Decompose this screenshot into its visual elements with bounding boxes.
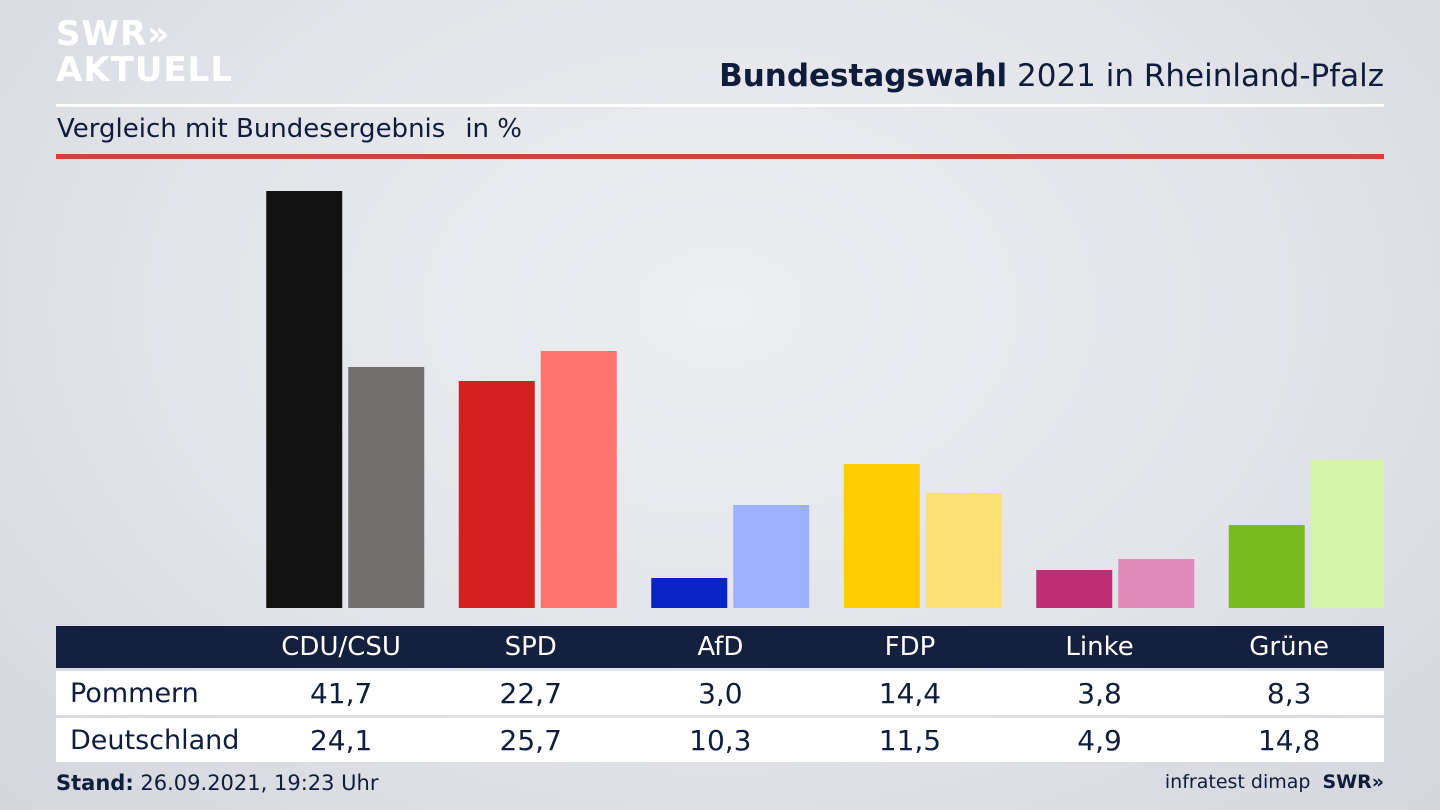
value-cell: 25,7	[499, 723, 562, 757]
row-label-deutschland: Deutschland	[70, 724, 240, 756]
header-spd: SPD	[504, 632, 557, 662]
source-text: infratest dimap	[1164, 771, 1311, 793]
subtitle-text: Vergleich mit Bundesergebnis	[57, 114, 446, 144]
logo-line2: AKTUELL	[56, 50, 234, 90]
value-cell: 4,9	[1077, 723, 1122, 757]
value-cell: 14,8	[1257, 723, 1321, 757]
bar-fdp-pommern	[843, 464, 920, 608]
results-table: CDU/CSU SPD AfD FDP Linke Grüne Pommern …	[56, 626, 1384, 762]
chart-subtitle: Vergleich mit Bundesergebnis in %	[57, 114, 522, 144]
row-label-pommern: Pommern	[70, 677, 199, 709]
header-cdu-csu: CDU/CSU	[281, 632, 401, 662]
header-linke: Linke	[1065, 632, 1134, 662]
page-title: Bundestagswahl 2021 in Rheinland-Pfalz	[719, 58, 1384, 94]
bar-gr-ne-deutschland	[1310, 460, 1384, 608]
title-rest: 2021 in Rheinland-Pfalz	[1007, 58, 1384, 94]
accent-divider	[56, 154, 1384, 159]
header-divider	[56, 104, 1384, 107]
value-cell: 10,3	[689, 723, 752, 757]
table-row: Deutschland 24,1 25,7 10,3 11,5 4,9 14,8	[56, 718, 1384, 762]
source-credit: infratest dimap SWR»	[1165, 771, 1384, 793]
bar-cdu-csu-deutschland	[348, 367, 425, 608]
value-cell: 11,5	[878, 723, 942, 757]
value-cell: 41,7	[309, 676, 373, 710]
header-gruene: Grüne	[1249, 632, 1330, 662]
bar-afd-deutschland	[733, 505, 810, 608]
logo-line1: SWR»	[56, 14, 171, 54]
timestamp: Stand: 26.09.2021, 19:23 Uhr	[56, 771, 379, 795]
swr-footer-logo: SWR»	[1322, 771, 1384, 793]
value-cell: 14,4	[878, 676, 942, 710]
swr-aktuell-logo: SWR» AKTUELL	[56, 16, 233, 88]
stand-value: 26.09.2021, 19:23 Uhr	[133, 771, 379, 795]
bar-cdu-csu-pommern	[266, 191, 343, 608]
table-header-row: CDU/CSU SPD AfD FDP Linke Grüne	[56, 626, 1384, 668]
header-corner	[56, 626, 246, 668]
value-cell: 22,7	[499, 676, 562, 710]
value-cell: 3,8	[1077, 676, 1122, 710]
header-fdp: FDP	[884, 632, 936, 662]
title-bold: Bundestagswahl	[719, 58, 1008, 94]
table-row: Pommern 41,7 22,7 3,0 14,4 3,8 8,3	[56, 671, 1384, 715]
bar-chart-svg	[266, 191, 1384, 608]
value-cell: 8,3	[1266, 676, 1312, 710]
bar-chart	[56, 170, 1384, 610]
unit-label: in %	[465, 114, 522, 144]
bar-fdp-deutschland	[925, 493, 1002, 608]
bar-linke-pommern	[1036, 570, 1113, 608]
bar-gr-ne-pommern	[1228, 525, 1305, 608]
bar-afd-pommern	[651, 578, 728, 608]
value-cell: 3,0	[698, 676, 743, 710]
bar-spd-deutschland	[540, 351, 617, 608]
bar-linke-deutschland	[1118, 559, 1195, 608]
bar-spd-pommern	[458, 381, 535, 608]
header-afd: AfD	[697, 632, 744, 662]
stand-label: Stand:	[56, 771, 134, 795]
value-cell: 24,1	[309, 723, 373, 757]
